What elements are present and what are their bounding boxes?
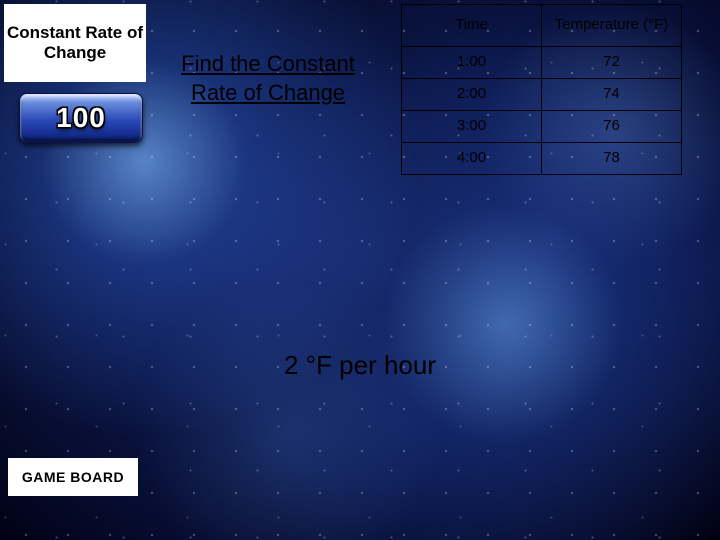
cell-temp: 78 (542, 143, 682, 175)
cell-time: 4:00 (402, 143, 542, 175)
answer-text-container: 2 °F per hour (0, 350, 720, 381)
table-row: 1:00 72 (402, 47, 682, 79)
col-header-temp: Temperature (°F) (542, 5, 682, 47)
points-value: 100 (56, 102, 106, 134)
answer-text: 2 °F per hour (284, 350, 436, 380)
category-title: Constant Rate of Change (4, 23, 146, 62)
gameboard-label: GAME BOARD (22, 469, 124, 485)
points-badge: 100 (19, 93, 143, 143)
cell-time: 1:00 (402, 47, 542, 79)
cell-time: 3:00 (402, 111, 542, 143)
category-card: Constant Rate of Change (4, 4, 146, 82)
cell-temp: 76 (542, 111, 682, 143)
table-header-row: Time Temperature (°F) (402, 5, 682, 47)
table-row: 4:00 78 (402, 143, 682, 175)
cell-time: 2:00 (402, 79, 542, 111)
gameboard-button[interactable]: GAME BOARD (8, 458, 138, 496)
data-table: Time Temperature (°F) 1:00 72 2:00 74 3:… (401, 4, 682, 175)
prompt-text: Find the Constant Rate of Change (181, 51, 355, 105)
cell-temp: 72 (542, 47, 682, 79)
table-row: 2:00 74 (402, 79, 682, 111)
table-row: 3:00 76 (402, 111, 682, 143)
col-header-time: Time (402, 5, 542, 47)
question-prompt: Find the Constant Rate of Change (168, 50, 368, 107)
cell-temp: 74 (542, 79, 682, 111)
